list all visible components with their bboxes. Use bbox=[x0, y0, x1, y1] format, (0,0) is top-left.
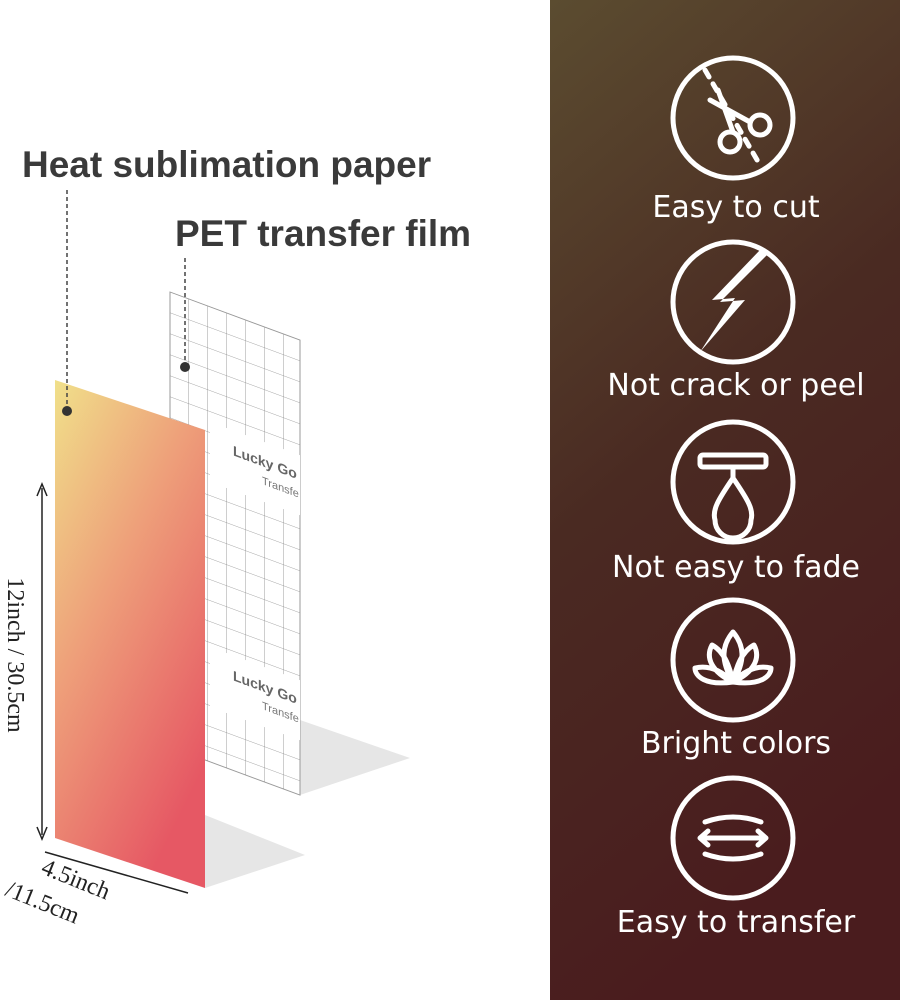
icon-colors bbox=[670, 597, 796, 723]
icon-crack bbox=[670, 239, 796, 365]
leader-dot bbox=[180, 362, 190, 372]
icon-transfer bbox=[670, 775, 796, 901]
feature-label: Easy to cut bbox=[652, 190, 819, 225]
leader-dot bbox=[62, 406, 72, 416]
feature-label: Easy to transfer bbox=[617, 905, 856, 940]
feature-label: Bright colors bbox=[641, 726, 831, 761]
feature-panel bbox=[550, 0, 900, 1000]
icon-fade bbox=[670, 419, 796, 545]
icon-cut bbox=[670, 55, 796, 181]
shadow bbox=[300, 720, 410, 795]
callout-paper: Heat sublimation paper bbox=[22, 144, 431, 185]
callout-film: PET transfer film bbox=[175, 213, 471, 254]
shadow bbox=[205, 815, 305, 888]
dim-height: 12inch / 30.5cm bbox=[2, 577, 28, 733]
dim-line bbox=[44, 851, 189, 894]
feature-label: Not crack or peel bbox=[607, 368, 864, 403]
sublimation-paper bbox=[55, 380, 205, 888]
dim-arrow bbox=[36, 482, 48, 841]
feature-label: Not easy to fade bbox=[612, 550, 860, 585]
